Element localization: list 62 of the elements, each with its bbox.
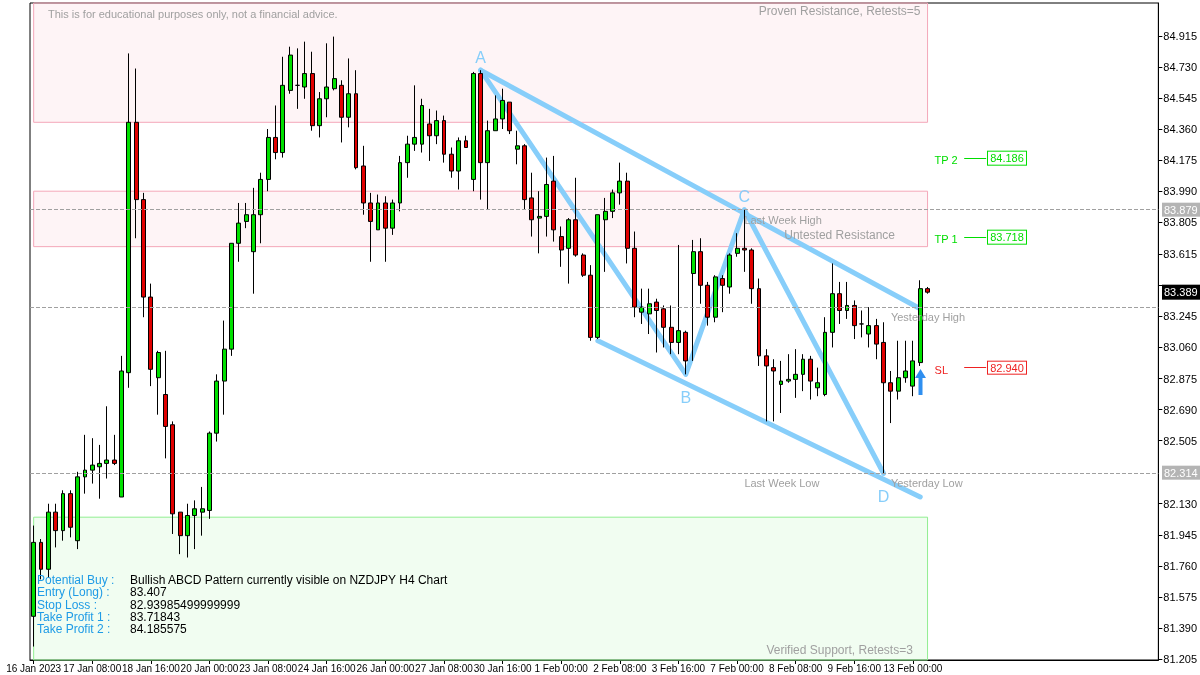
annotation: Take Profit 2 : (37, 622, 111, 637)
x-tick-label: 26 Jan 00:00 (356, 662, 415, 674)
annotation: 83.71843 (130, 609, 181, 624)
x-tick-label: 2 Feb 08:00 (593, 662, 647, 674)
annotation: This is for educational purposes only, not a financial advice. (48, 8, 338, 21)
data-label: B (680, 388, 692, 406)
annotation: Entry (Long) : (37, 585, 110, 600)
x-tick-label: 24 Jan 16:00 (297, 662, 357, 674)
y-tick-label: 83.060 (1163, 341, 1198, 354)
x-tick-label: 30 Jan 16:00 (473, 662, 532, 674)
y-tick-label: 83.245 (1163, 310, 1198, 323)
annotation: 83.718 (987, 229, 1027, 245)
y-tick-label: 84.360 (1163, 123, 1198, 136)
annotation: 83.407 (130, 585, 167, 600)
annotation: 82.940 (987, 360, 1027, 375)
y-tick-label: 81.945 (1163, 528, 1198, 541)
text: 83.389 (1162, 284, 1200, 300)
band-label: Untested Resistance (784, 227, 895, 243)
y-tick-label: 83.615 (1163, 248, 1198, 261)
x-tick-label: 23 Jan 08:00 (239, 662, 298, 674)
x-tick-label: 17 Jan 08:00 (63, 662, 122, 674)
annotation: 84.185575 (130, 622, 187, 637)
y-tick-label: 84.175 (1163, 154, 1198, 167)
x-tick-label: 13 Feb 00:00 (883, 662, 943, 674)
annotation: Take Profit 1 : (37, 609, 111, 624)
y-tick-label: 84.730 (1163, 60, 1198, 73)
y-tick-label: 82.130 (1163, 497, 1198, 510)
annotation: 82.93985499999999 (130, 597, 241, 612)
data-label: A (475, 48, 487, 66)
annotation: Bullish ABCD Pattern currently visible on NZDJPY H4 Chart (130, 573, 448, 587)
y-tick-label: 84.545 (1163, 91, 1198, 104)
ref-line-label: SL (934, 363, 949, 376)
ref-line-label: TP 2 (934, 153, 958, 167)
y-tick-label: 83.990 (1163, 185, 1198, 198)
x-tick-label: 16 Jan 2023 (6, 662, 62, 674)
y-tick-label: 81.575 (1163, 590, 1198, 603)
y-tick-label: 84.915 (1163, 29, 1198, 42)
x-tick-label: 18 Jan 16:00 (121, 662, 181, 674)
y-tick-label: 82.690 (1163, 403, 1198, 416)
x-tick-label: 9 Feb 16:00 (827, 662, 882, 674)
y-tick-label: 81.205 (1163, 653, 1198, 666)
text: 83.879 (1162, 202, 1200, 218)
y-tick-label: 82.505 (1163, 434, 1198, 447)
x-tick-label: 8 Feb 08:00 (768, 662, 823, 674)
x-tick-label: 3 Feb 16:00 (651, 662, 706, 674)
text: 82.314 (1162, 465, 1200, 481)
band-label: Proven Resistance, Retests=5 (758, 4, 921, 19)
x-tick-label: 1 Feb 00:00 (534, 662, 589, 674)
ref-line-label: TP 1 (934, 232, 958, 246)
data-label: D (877, 487, 890, 505)
band-label: Verified Support, Retests=3 (766, 643, 913, 658)
y-tick-label: 81.390 (1163, 622, 1198, 635)
y-tick-label: 82.875 (1163, 372, 1198, 385)
y-tick-label: 83.805 (1163, 216, 1198, 229)
data-label: C (738, 188, 751, 206)
annotation: Potential Buy : (37, 573, 115, 587)
x-tick-label: 20 Jan 00:00 (180, 662, 239, 674)
x-tick-label: 7 Feb 00:00 (710, 662, 765, 674)
annotation: 84.186 (987, 150, 1027, 166)
y-tick-label: 81.760 (1163, 559, 1198, 572)
ref-line-label: Last Week Low (744, 476, 820, 490)
x-tick-label: 27 Jan 08:00 (415, 662, 474, 674)
